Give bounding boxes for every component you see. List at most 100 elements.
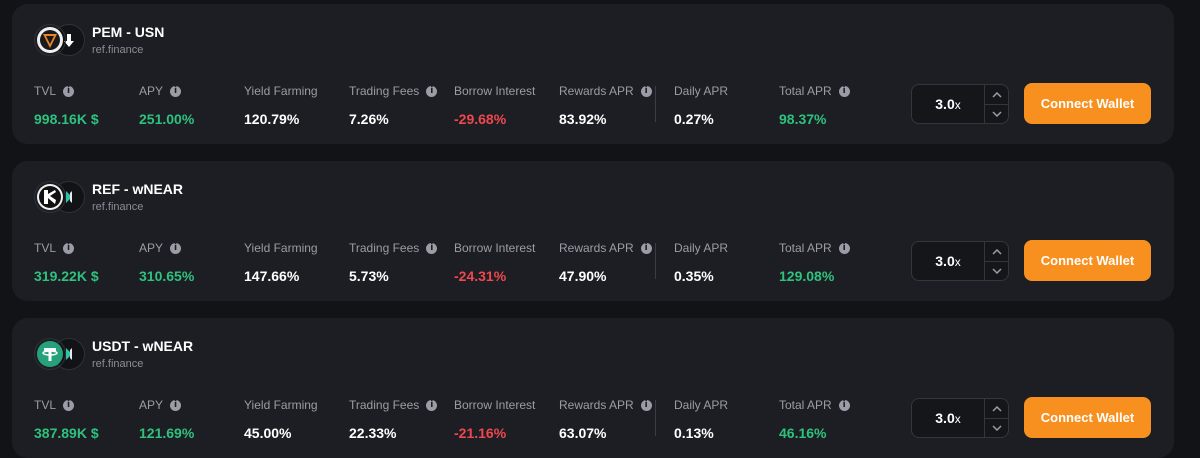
yield-farming-metric: Yield Farming 45.00% [244, 398, 318, 441]
increase-leverage-button[interactable] [985, 242, 1008, 262]
tvl-value: 319.22K $ [34, 268, 99, 284]
info-icon[interactable]: i [838, 242, 850, 254]
info-icon[interactable]: i [838, 399, 850, 411]
daily-apr-metric: Daily APR 0.13% [674, 398, 728, 441]
borrow-interest-value: -24.31% [454, 268, 507, 284]
rewards-apr-metric: Rewards APR i 47.90% [559, 241, 652, 284]
pool-title: USDT - wNEAR [92, 338, 194, 354]
total-apr-metric: Total APR i 98.37% [779, 84, 850, 127]
connect-wallet-button[interactable]: Connect Wallet [1024, 240, 1151, 281]
divider [655, 400, 656, 436]
borrow-interest-label: Borrow Interest [454, 84, 536, 98]
borrow-interest-value: -21.16% [454, 425, 507, 441]
apy-label: APY [139, 84, 164, 98]
connect-wallet-button[interactable]: Connect Wallet [1024, 397, 1151, 438]
decrease-leverage-button[interactable] [985, 261, 1008, 280]
daily-apr-value: 0.35% [674, 268, 714, 284]
decrease-leverage-button[interactable] [985, 418, 1008, 437]
decrease-leverage-button[interactable] [985, 104, 1008, 123]
info-icon[interactable]: i [170, 399, 182, 411]
info-icon[interactable]: i [426, 85, 438, 97]
tvl-label: TVL [34, 84, 57, 98]
tvl-label: TVL [34, 398, 57, 412]
trading-fees-metric: Trading Fees i 5.73% [349, 241, 438, 284]
leverage-stepper[interactable]: 3.0x [911, 241, 1009, 281]
info-icon[interactable]: i [170, 242, 182, 254]
rewards-apr-value: 83.92% [559, 111, 607, 127]
daily-apr-value: 0.13% [674, 425, 714, 441]
pool-title: PEM - USN [92, 24, 165, 40]
yield-farming-label: Yield Farming [244, 84, 318, 98]
rewards-apr-value: 63.07% [559, 425, 607, 441]
yield-farming-label: Yield Farming [244, 398, 318, 412]
apy-value: 121.69% [139, 425, 195, 441]
rewards-apr-label: Rewards APR [559, 241, 634, 255]
tvl-label: TVL [34, 241, 57, 255]
borrow-interest-label: Borrow Interest [454, 398, 536, 412]
apy-metric: APY i 251.00% [139, 84, 194, 127]
info-icon[interactable]: i [426, 242, 438, 254]
info-icon[interactable]: i [426, 399, 438, 411]
trading-fees-value: 7.26% [349, 111, 389, 127]
yield-farming-value: 45.00% [244, 425, 292, 441]
tvl-metric: TVL i 998.16K $ [34, 84, 99, 127]
increase-leverage-button[interactable] [985, 399, 1008, 419]
info-icon[interactable]: i [63, 85, 75, 97]
total-apr-value: 98.37% [779, 111, 827, 127]
leverage-stepper[interactable]: 3.0x [911, 84, 1009, 124]
chevron-down-icon [991, 267, 1002, 274]
leverage-stepper[interactable]: 3.0x [911, 398, 1009, 438]
chevron-down-icon [991, 424, 1002, 431]
info-icon[interactable]: i [63, 399, 75, 411]
apy-metric: APY i 310.65% [139, 241, 194, 284]
rewards-apr-label: Rewards APR [559, 398, 634, 412]
pool-card: REF - wNEAR ref.finance TVL i 319.22K $ A… [12, 161, 1174, 301]
chevron-up-icon [991, 405, 1002, 412]
trading-fees-label: Trading Fees [349, 84, 420, 98]
leverage-suffix: x [954, 98, 961, 112]
info-icon[interactable]: i [640, 399, 652, 411]
connect-wallet-button[interactable]: Connect Wallet [1024, 83, 1151, 124]
trading-fees-label: Trading Fees [349, 398, 420, 412]
pool-source: ref.finance [92, 44, 144, 56]
stepper-separator [984, 242, 985, 280]
yield-farming-value: 147.66% [244, 268, 300, 284]
borrow-interest-metric: Borrow Interest -29.68% [454, 84, 535, 127]
total-apr-metric: Total APR i 129.08% [779, 241, 850, 284]
pool-title: REF - wNEAR [92, 181, 183, 197]
info-icon[interactable]: i [63, 242, 75, 254]
pool-card: PEM - USN ref.finance TVL i 998.16K $ APY… [12, 4, 1174, 144]
rewards-apr-label: Rewards APR [559, 84, 634, 98]
info-icon[interactable]: i [640, 85, 652, 97]
borrow-interest-metric: Borrow Interest -21.16% [454, 398, 535, 441]
usdt-token-icon [34, 338, 66, 370]
borrow-interest-value: -29.68% [454, 111, 507, 127]
info-icon[interactable]: i [640, 242, 652, 254]
daily-apr-label: Daily APR [674, 241, 729, 255]
daily-apr-metric: Daily APR 0.27% [674, 84, 728, 127]
leverage-value[interactable]: 3.0x [912, 410, 984, 426]
tvl-metric: TVL i 319.22K $ [34, 241, 99, 284]
leverage-value[interactable]: 3.0x [912, 253, 984, 269]
info-icon[interactable]: i [838, 85, 850, 97]
leverage-suffix: x [954, 412, 961, 426]
daily-apr-label: Daily APR [674, 84, 729, 98]
tvl-value: 998.16K $ [34, 111, 99, 127]
chevron-down-icon [991, 110, 1002, 117]
chevron-up-icon [991, 91, 1002, 98]
borrow-interest-metric: Borrow Interest -24.31% [454, 241, 535, 284]
info-icon[interactable]: i [170, 85, 182, 97]
total-apr-label: Total APR [779, 398, 832, 412]
yield-farming-value: 120.79% [244, 111, 300, 127]
daily-apr-value: 0.27% [674, 111, 714, 127]
total-apr-value: 46.16% [779, 425, 827, 441]
apy-value: 251.00% [139, 111, 195, 127]
leverage-number: 3.0 [935, 410, 955, 426]
pool-source: ref.finance [92, 358, 144, 370]
leverage-value[interactable]: 3.0x [912, 96, 984, 112]
increase-leverage-button[interactable] [985, 85, 1008, 105]
leverage-number: 3.0 [935, 253, 955, 269]
trading-fees-label: Trading Fees [349, 241, 420, 255]
yield-farming-label: Yield Farming [244, 241, 318, 255]
daily-apr-label: Daily APR [674, 398, 729, 412]
